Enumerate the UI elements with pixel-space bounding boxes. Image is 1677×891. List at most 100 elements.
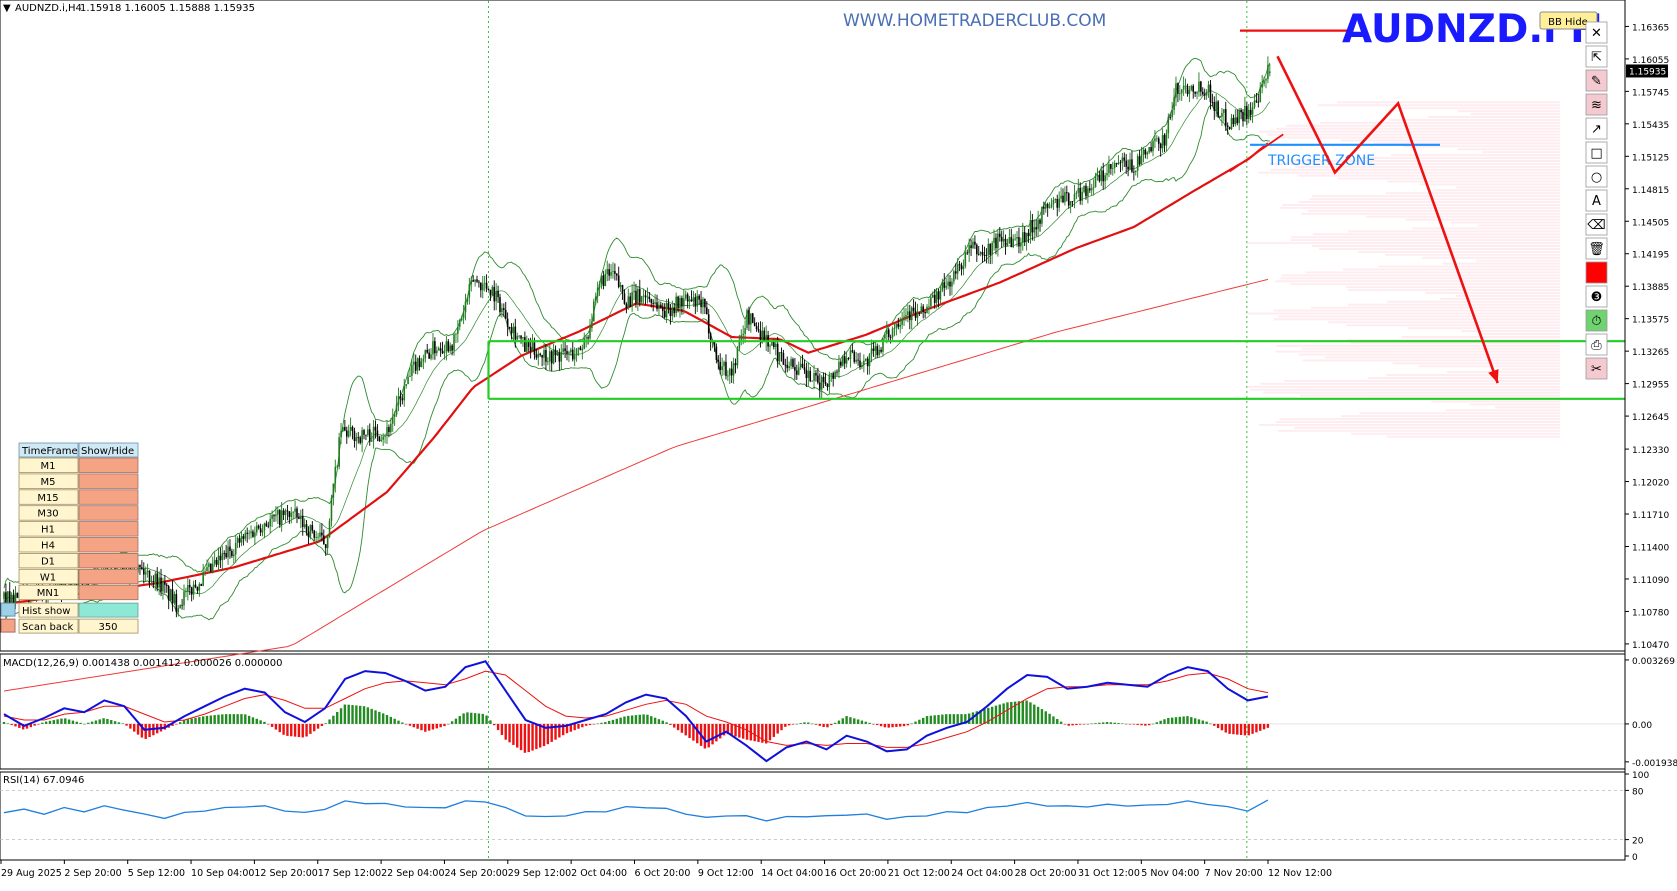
candle-body xyxy=(1238,109,1240,124)
tf-row-toggle-cell[interactable] xyxy=(78,521,139,537)
candle-body xyxy=(872,348,875,351)
support-trendline[interactable] xyxy=(1229,133,1284,173)
candle-body xyxy=(313,530,316,538)
toolbar-button[interactable] xyxy=(1585,357,1608,380)
toolbar-button[interactable] xyxy=(1585,165,1608,188)
tf-row-toggle-cell[interactable] xyxy=(78,473,139,489)
macd-histogram-bar xyxy=(910,723,913,725)
candle-body xyxy=(250,531,252,534)
candle-body xyxy=(332,483,335,498)
tf-row-toggle-cell[interactable] xyxy=(78,568,139,585)
annotations[interactable]: TRIGGER ZONE xyxy=(1229,29,1499,384)
candle-body xyxy=(970,245,972,249)
volume-profile-bar xyxy=(1461,330,1560,333)
toolbar-button[interactable] xyxy=(1585,189,1608,212)
tf-row-toggle-cell[interactable] xyxy=(78,584,139,601)
text-a-icon[interactable]: A xyxy=(1585,189,1608,212)
tf-row-label-cell[interactable] xyxy=(18,489,79,505)
toolbar-button[interactable] xyxy=(1585,309,1608,332)
toolbar-button[interactable] xyxy=(1585,117,1608,140)
candle-body xyxy=(1244,106,1246,122)
circle-icon[interactable]: ○ xyxy=(1585,165,1608,188)
volume-profile-bar xyxy=(1269,162,1560,165)
candle-body xyxy=(1115,163,1118,165)
toolbar-button[interactable] xyxy=(1585,213,1608,236)
tf-row-toggle-cell[interactable] xyxy=(78,489,139,505)
macd-histogram-bar xyxy=(814,723,818,725)
tf-row-label-cell[interactable] xyxy=(18,457,79,473)
wave-icon[interactable]: ≋ xyxy=(1585,93,1608,116)
chart-header-triangle[interactable]: ▼ xyxy=(3,3,11,14)
toolbar-button[interactable] xyxy=(1585,285,1608,308)
toolbar-button[interactable] xyxy=(1585,69,1608,92)
macd-histogram-bar xyxy=(1098,722,1101,724)
macd-histogram-bar xyxy=(1190,717,1193,724)
tf-row-label-cell[interactable] xyxy=(18,505,79,521)
timeframe-panel[interactable]: TimeFrame Show/Hide M1 M5 M15 M30 H1 H4 D1 W1 MN1 H… xyxy=(0,442,139,634)
rectangle-icon[interactable]: □ xyxy=(1585,141,1608,164)
drawing-toolbar[interactable]: ✕ ⇱ ✎ ≋ ↗ □ ○ A ⌫ 🗑 ❸ ⏱ ⎙ ✂ xyxy=(1585,21,1608,380)
candle-body xyxy=(1027,232,1030,237)
trash-icon[interactable]: 🗑 xyxy=(1585,237,1608,260)
tf-row-toggle-cell[interactable] xyxy=(78,553,139,569)
tf-row-label-cell[interactable] xyxy=(18,568,79,585)
tf-row-toggle-cell[interactable] xyxy=(78,505,139,521)
toolbar-button[interactable] xyxy=(1585,93,1608,116)
candle-body xyxy=(847,358,850,359)
candle-body xyxy=(464,301,467,313)
bb-hide-button[interactable] xyxy=(1539,11,1598,30)
scan-back-input[interactable] xyxy=(78,618,139,634)
macd-histogram-bar xyxy=(948,714,952,724)
macd-histogram-bar xyxy=(856,719,860,724)
price-tick-label: 1.15125 xyxy=(1632,153,1669,163)
tf-row-label-cell[interactable] xyxy=(18,584,79,601)
toolbar-button[interactable] xyxy=(1585,21,1608,44)
macd-histogram-bar xyxy=(1209,723,1212,725)
red-square-icon[interactable] xyxy=(1585,261,1608,284)
tf-row-toggle-cell[interactable] xyxy=(78,537,139,553)
candle-body xyxy=(524,337,526,352)
tf-row-label-cell[interactable] xyxy=(18,521,79,537)
macd-histogram-bar xyxy=(240,714,243,724)
candle-body xyxy=(323,535,325,545)
cursor-icon[interactable]: ⇱ xyxy=(1585,45,1608,68)
toolbar-button[interactable] xyxy=(1585,261,1608,284)
macd-histogram-bar xyxy=(228,714,232,724)
volume-profile-bar xyxy=(1455,294,1560,297)
candle-body xyxy=(905,314,907,317)
pencil-icon[interactable]: ✎ xyxy=(1585,69,1608,92)
macd-histogram-bar xyxy=(148,723,151,738)
candle-body xyxy=(577,347,580,349)
macd-histogram-bar xyxy=(922,717,925,724)
hist-show-toggle[interactable] xyxy=(78,602,139,618)
tf-row-label-cell[interactable] xyxy=(18,473,79,489)
scissors-icon[interactable]: ✂ xyxy=(1585,357,1608,380)
number-three-icon[interactable]: ❸ xyxy=(1585,285,1608,308)
close-icon[interactable]: ✕ xyxy=(1585,21,1608,44)
macd-histogram-bar xyxy=(1109,722,1113,724)
tf-row-toggle-cell[interactable] xyxy=(78,457,139,473)
arrow-icon[interactable]: ↗ xyxy=(1585,117,1608,140)
scan-back-icon[interactable] xyxy=(0,618,16,633)
candle-body xyxy=(208,563,210,568)
range-zone[interactable] xyxy=(487,340,1625,400)
macd-signal-line xyxy=(3,670,1268,748)
toolbar-button[interactable] xyxy=(1585,141,1608,164)
tf-row-label-cell[interactable] xyxy=(18,537,79,553)
save-icon[interactable]: ⎙ xyxy=(1585,333,1608,356)
tf-row-label: M5 xyxy=(41,477,56,488)
tf-row-label-cell[interactable] xyxy=(18,553,79,569)
eraser-icon[interactable]: ⌫ xyxy=(1585,213,1608,236)
clock-icon[interactable]: ⏱ xyxy=(1585,309,1608,332)
toolbar-button[interactable] xyxy=(1585,45,1608,68)
toolbar-button[interactable] xyxy=(1585,237,1608,260)
volume-profile-bar xyxy=(1299,394,1560,397)
candle-body xyxy=(619,285,622,287)
candle-body xyxy=(1058,198,1060,208)
candle-body xyxy=(254,532,256,537)
hist-show-icon[interactable] xyxy=(0,602,16,617)
toolbar-button[interactable] xyxy=(1585,333,1608,356)
projected-path-arrow[interactable] xyxy=(1276,55,1499,384)
